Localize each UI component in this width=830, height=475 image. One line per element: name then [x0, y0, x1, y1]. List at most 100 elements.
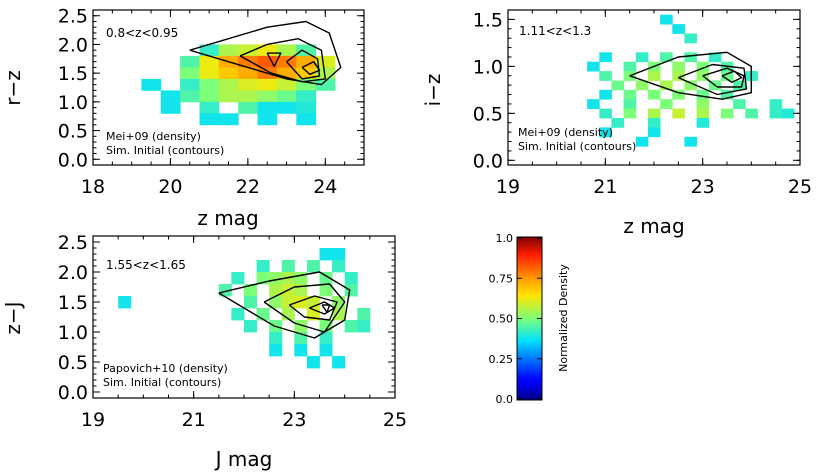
colorbar-tick-label: 0.0 — [496, 393, 514, 406]
density-cell — [160, 101, 181, 114]
colorbar-tick-label: 0.50 — [489, 313, 514, 326]
panel-3-redshift-label: 1.55<z<1.65 — [106, 258, 186, 272]
density-cell — [276, 67, 297, 80]
y-tick-label: 1.0 — [58, 322, 88, 344]
y-tick-label: 2.5 — [58, 6, 88, 28]
colorbar-tick-label: 0.25 — [489, 353, 514, 366]
density-cell — [599, 52, 612, 63]
density-cell — [244, 296, 257, 309]
density-cell — [587, 99, 600, 109]
contour-line — [218, 271, 351, 339]
density-cell — [199, 78, 220, 91]
density-cell — [672, 89, 685, 100]
colorbar-tick-label: 1.0 — [496, 232, 514, 245]
density-cell — [660, 14, 673, 25]
density-cell — [720, 89, 734, 100]
density-cell — [332, 356, 346, 369]
panel-1-x-ticks: 18 20 22 24 — [81, 10, 365, 198]
density-cell — [180, 55, 200, 68]
density-cell — [660, 80, 673, 91]
panel-1-density-cells — [141, 44, 336, 126]
density-cell — [231, 308, 245, 321]
panel-2-legend-density: Mei+09 (density) — [518, 126, 613, 139]
density-cell — [276, 90, 297, 103]
density-cell — [684, 33, 697, 44]
y-tick-label: 1.0 — [58, 92, 88, 114]
panel-2-y-axis-title: i−z — [421, 74, 445, 107]
density-cell — [269, 296, 283, 309]
contour-line — [266, 52, 282, 68]
panel-1-y-axis-title: r−z — [1, 70, 25, 105]
density-cell — [599, 71, 612, 81]
density-cell — [344, 272, 358, 285]
x-tick-label: 19 — [496, 176, 520, 198]
density-cell — [256, 308, 270, 321]
density-cell — [696, 61, 710, 72]
density-cell — [218, 284, 232, 297]
density-cell — [319, 332, 333, 345]
y-tick-label: 1.0 — [473, 56, 503, 78]
density-cell — [319, 272, 333, 285]
panel-2-redshift-label: 1.11<z<1.3 — [519, 24, 591, 38]
density-cell — [180, 67, 200, 80]
density-cell — [218, 113, 239, 126]
density-cell — [660, 52, 673, 63]
density-cell — [218, 90, 239, 103]
y-tick-label: 0.5 — [58, 121, 88, 143]
contour-line — [288, 295, 338, 321]
y-tick-label: 0.0 — [58, 382, 88, 404]
panel-2-legend-contours: Sim. Initial (contours) — [518, 140, 636, 153]
colorbar: 0.0 0.25 0.50 0.75 1.0 Normalized Density — [489, 232, 571, 406]
density-cell — [684, 80, 697, 91]
density-cell — [257, 78, 278, 91]
density-cell — [281, 260, 295, 273]
panel-3-legend-density: Papovich+10 (density) — [103, 362, 228, 375]
density-cell — [635, 136, 649, 147]
contour-line — [189, 20, 342, 86]
density-cell — [344, 320, 358, 333]
density-cell — [257, 55, 278, 68]
density-cell — [672, 24, 685, 34]
y-tick-label: 1.5 — [473, 9, 503, 31]
contour-line — [309, 301, 336, 315]
panel-3-contours — [218, 271, 351, 339]
x-tick-label: 23 — [282, 409, 306, 431]
contour-line — [239, 38, 326, 83]
panel-1-x-axis-title: z mag — [197, 206, 258, 230]
panel-2-y-ticks: 0.0 0.5 1.0 1.5 — [473, 9, 800, 172]
density-cell — [296, 113, 317, 126]
density-cell — [684, 136, 697, 147]
density-cell — [344, 284, 358, 297]
density-cell — [623, 61, 637, 72]
density-cell — [720, 108, 734, 119]
density-cell — [257, 101, 278, 114]
density-cell — [599, 108, 612, 119]
density-cell — [611, 80, 624, 91]
density-cell — [238, 78, 258, 91]
density-cell — [281, 296, 295, 309]
colorbar-label: Normalized Density — [557, 264, 570, 372]
contour-line — [321, 304, 331, 313]
panel-3-y-ticks: 0.0 0.5 1.0 1.5 2.0 2.5 — [58, 232, 395, 404]
density-cell — [332, 260, 346, 273]
panel-2-density-cells — [587, 14, 795, 147]
panel-1-y-ticks: 0.0 0.5 1.0 1.5 2.0 2.5 — [58, 6, 364, 171]
contour-line — [702, 67, 745, 88]
panel-3-legend-contours: Sim. Initial (contours) — [103, 376, 221, 389]
x-tick-label: 23 — [691, 176, 715, 198]
density-cell — [296, 44, 317, 57]
density-cell — [199, 55, 220, 68]
density-cell — [256, 260, 270, 273]
density-cell — [672, 108, 685, 119]
density-cell — [218, 44, 239, 57]
density-cell — [269, 272, 283, 285]
x-tick-label: 21 — [182, 409, 206, 431]
density-cell — [296, 67, 317, 80]
x-tick-label: 24 — [313, 176, 337, 198]
density-cell — [647, 127, 661, 138]
density-cell — [294, 344, 308, 357]
panel-2-x-axis-title: z mag — [623, 214, 684, 238]
density-cell — [319, 344, 333, 357]
density-cell — [319, 248, 333, 261]
